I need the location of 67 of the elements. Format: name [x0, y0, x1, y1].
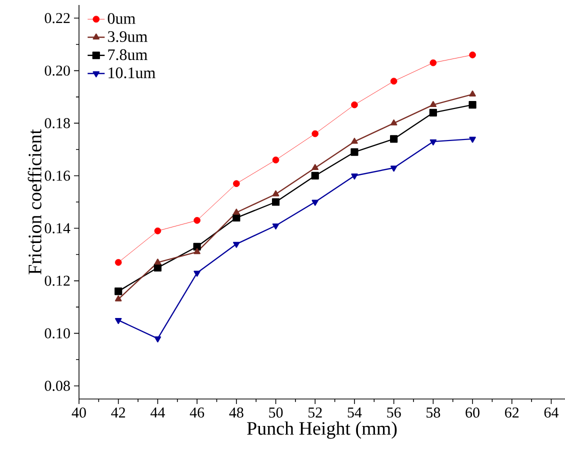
x-tick-label: 54	[348, 408, 362, 418]
point	[311, 172, 319, 180]
point	[430, 139, 437, 146]
y-tick-label: 0.08	[44, 380, 70, 391]
point	[194, 216, 200, 224]
y-tick-label: 0.16	[44, 170, 70, 181]
point	[114, 318, 122, 324]
point	[312, 130, 319, 138]
point	[114, 295, 122, 302]
point	[193, 242, 201, 250]
x-tick-label: 44	[150, 408, 165, 418]
legend-label: 3.9um	[108, 31, 148, 42]
x-tick-label: 62	[505, 408, 519, 418]
point	[390, 166, 398, 172]
x-axis-title: Punch Height (mm)	[247, 421, 397, 439]
point	[351, 101, 358, 108]
legend-label: 10.1um	[108, 67, 156, 78]
point	[312, 200, 318, 206]
y-tick-label: 0.12	[44, 276, 70, 286]
x-tick-label: 58	[426, 408, 440, 418]
point	[351, 174, 358, 180]
point	[194, 248, 200, 254]
x-tick-label: 40	[72, 408, 86, 418]
point	[312, 164, 318, 170]
x-tick-label: 48	[229, 408, 244, 418]
y-tick-label: 0.10	[44, 328, 70, 338]
x-tick-label: 52	[308, 408, 322, 418]
point	[469, 90, 476, 96]
y-tick-label: 0.20	[44, 66, 70, 76]
point	[154, 258, 162, 265]
y-tick-label: 0.18	[44, 118, 70, 128]
legend-label: 0um	[108, 13, 136, 24]
point	[469, 52, 476, 58]
x-tick-label: 56	[387, 408, 401, 418]
y-tick-label: 0.14	[44, 223, 70, 234]
point	[429, 108, 437, 116]
x-tick-label: 42	[111, 408, 126, 418]
y-tick-label: 0.22	[44, 13, 70, 24]
point	[154, 264, 162, 272]
point	[390, 135, 398, 143]
legend-label: 7.8um	[108, 49, 148, 60]
point	[351, 138, 358, 144]
x-tick-label: 46	[190, 408, 204, 418]
x-tick-label: 64	[544, 408, 558, 418]
point	[114, 259, 122, 266]
point	[272, 156, 280, 164]
point	[390, 78, 398, 85]
point	[154, 336, 162, 342]
point	[154, 227, 162, 234]
point	[233, 208, 240, 215]
x-tick-label: 50	[269, 408, 283, 418]
y-axis-title: Friction coefficient	[28, 129, 42, 274]
x-tick-label: 60	[466, 408, 480, 418]
point	[430, 59, 437, 66]
point	[114, 288, 122, 296]
point	[272, 190, 280, 196]
point	[194, 270, 200, 277]
point	[469, 136, 476, 143]
point	[233, 242, 240, 248]
point	[232, 214, 240, 222]
point	[350, 148, 358, 156]
point	[430, 101, 437, 108]
point	[390, 119, 398, 126]
point	[468, 101, 476, 109]
point	[272, 223, 280, 230]
point	[233, 180, 240, 188]
point	[272, 198, 280, 206]
